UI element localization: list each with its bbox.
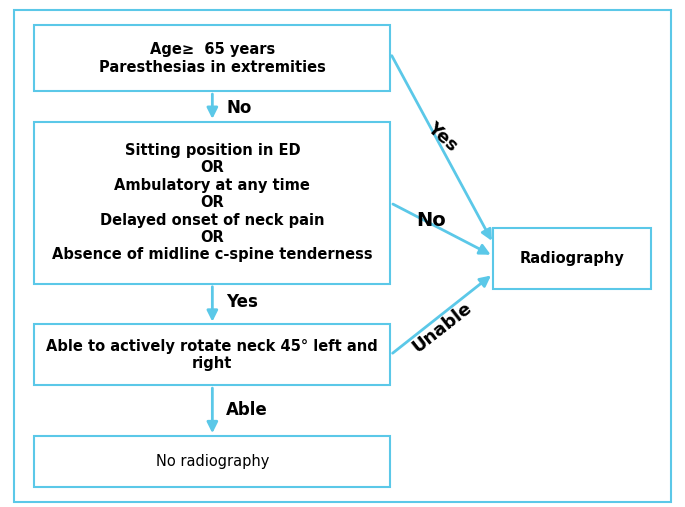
Text: Radiography: Radiography	[520, 251, 624, 266]
FancyBboxPatch shape	[34, 324, 390, 385]
FancyBboxPatch shape	[34, 25, 390, 91]
Text: Yes: Yes	[423, 119, 460, 155]
Text: No radiography: No radiography	[155, 454, 269, 469]
FancyBboxPatch shape	[34, 436, 390, 487]
FancyBboxPatch shape	[34, 122, 390, 284]
Text: No: No	[226, 99, 251, 118]
Text: Unable: Unable	[408, 298, 475, 356]
Text: Age≥  65 years
Paresthesias in extremities: Age≥ 65 years Paresthesias in extremitie…	[99, 42, 326, 75]
Text: Able to actively rotate neck 45° left and
right: Able to actively rotate neck 45° left an…	[47, 339, 378, 371]
FancyBboxPatch shape	[493, 228, 651, 289]
Text: Sitting position in ED
OR
Ambulatory at any time
OR
Delayed onset of neck pain
O: Sitting position in ED OR Ambulatory at …	[52, 143, 373, 263]
Text: Able: Able	[226, 401, 268, 419]
Text: Yes: Yes	[226, 293, 258, 311]
Text: No: No	[416, 211, 447, 230]
